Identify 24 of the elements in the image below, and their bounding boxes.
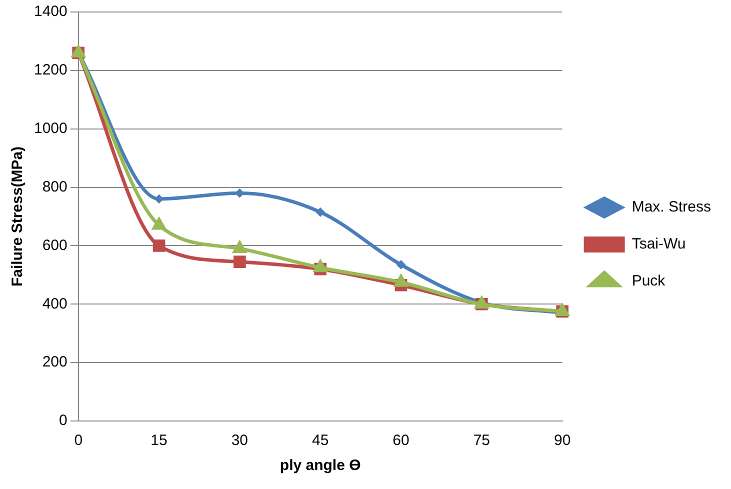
y-tick-label: 200 [42,354,68,371]
y-tick-label: 0 [59,412,68,430]
x-tick-label: 0 [74,432,83,450]
y-tick-label: 800 [42,178,68,196]
y-axis-title: Failure Stress(MPa) [9,146,26,287]
point [234,256,246,268]
legend-label: Puck [632,272,666,290]
point [396,260,406,270]
x-tick-label: 90 [554,432,571,450]
x-tick-label: 75 [473,432,490,450]
x-tick-label: 45 [312,432,329,450]
legend-label: Tsai-Wu [632,236,686,253]
y-tick-label: 600 [42,236,68,254]
point [316,208,325,217]
legend-label: Max. Stress [632,198,712,216]
y-tick-label: 400 [42,295,68,312]
y-tick-label: 1400 [34,3,68,20]
y-tick-label: 1000 [34,120,68,137]
y-tick-label: 1200 [34,62,68,79]
x-axis-title: ply angle ϴ [280,457,362,474]
x-tick-label: 60 [392,432,410,450]
x-tick-label: 30 [231,432,248,450]
x-tick-label: 15 [150,432,168,450]
point [152,240,166,252]
